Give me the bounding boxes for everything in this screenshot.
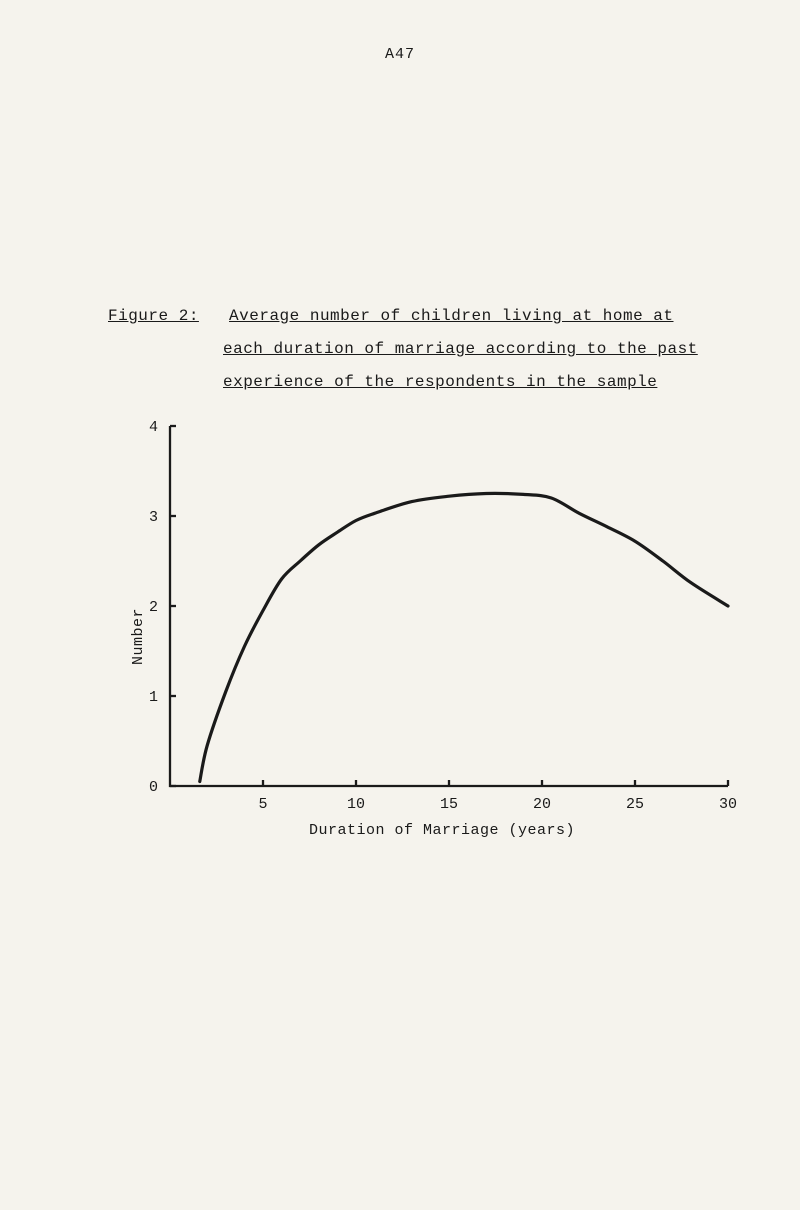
caption-lead: Figure 2: <box>108 307 199 325</box>
page-number: A47 <box>0 46 800 63</box>
y-axis-label: Number <box>130 608 147 665</box>
caption-line3: experience of the respondents in the sam… <box>223 366 720 399</box>
chart-svg: 0 1 2 3 4 5 10 15 20 25 30 <box>108 416 738 836</box>
x-tick-label: 15 <box>440 796 458 813</box>
chart: 0 1 2 3 4 5 10 15 20 25 30 Number Duration of Marr… <box>108 416 738 836</box>
y-tick-label: 0 <box>149 779 158 796</box>
axis-frame <box>170 426 728 786</box>
caption-line1: Average number of children living at hom… <box>229 307 673 325</box>
x-tick-label: 30 <box>719 796 737 813</box>
x-tick-label: 20 <box>533 796 551 813</box>
caption-line2: each duration of marriage according to t… <box>223 333 720 366</box>
y-tick-label: 4 <box>149 419 158 436</box>
page: A47 Figure 2: Average number of children… <box>0 0 800 1210</box>
figure-caption: Figure 2: Average number of children liv… <box>108 300 720 398</box>
y-tick-label: 2 <box>149 599 158 616</box>
y-tick-label: 3 <box>149 509 158 526</box>
y-tick-label: 1 <box>149 689 158 706</box>
x-tick-label: 5 <box>258 796 267 813</box>
x-tick-label: 25 <box>626 796 644 813</box>
x-axis-label: Duration of Marriage (years) <box>309 822 575 839</box>
x-tick-label: 10 <box>347 796 365 813</box>
data-curve <box>200 493 728 781</box>
